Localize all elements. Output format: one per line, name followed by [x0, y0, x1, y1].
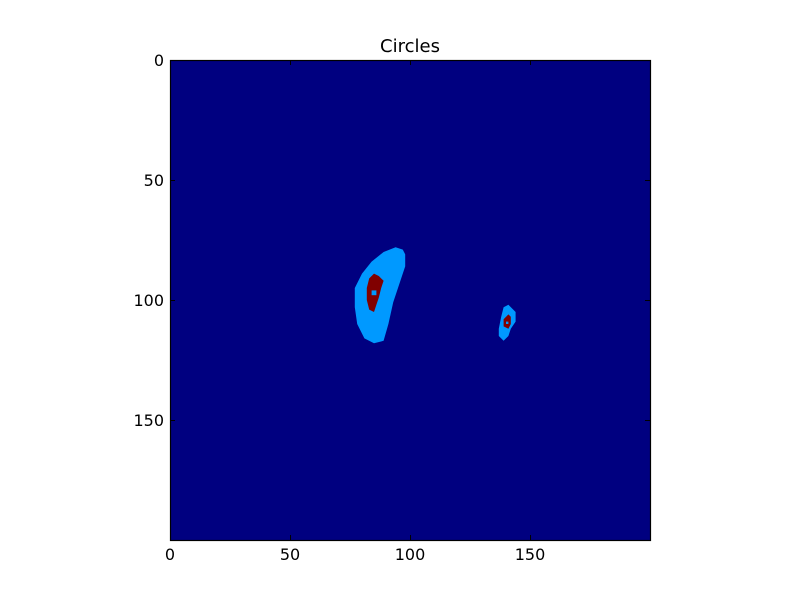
x-tick-label: 100 — [395, 545, 426, 564]
y-tick-label: 50 — [144, 171, 164, 190]
x-tick-label: 0 — [165, 545, 175, 564]
x-tick-label: 150 — [515, 545, 546, 564]
heatmap-background — [170, 60, 650, 540]
chart-title: Circles — [380, 36, 440, 57]
heatmap-image — [170, 60, 650, 540]
blob-2-core-hole — [506, 321, 509, 324]
blob-1-core-hole — [371, 290, 377, 296]
axis-ticks: 0 50 100 150 0 50 100 150 — [133, 51, 650, 564]
x-tick-label: 50 — [280, 545, 300, 564]
y-tick-label: 100 — [133, 291, 164, 310]
y-tick-label: 150 — [133, 411, 164, 430]
y-tick-label: 0 — [154, 51, 164, 70]
blob-1-ring — [354, 247, 406, 344]
blob-2-core — [503, 314, 511, 329]
